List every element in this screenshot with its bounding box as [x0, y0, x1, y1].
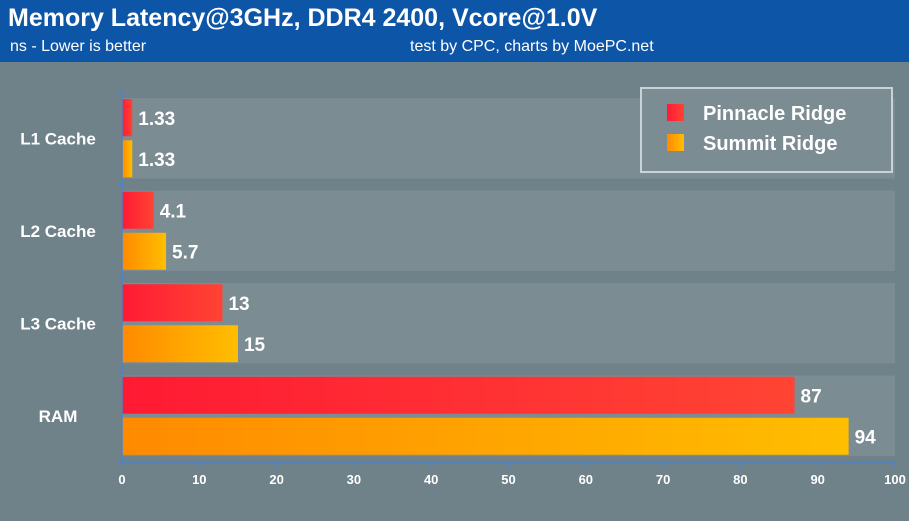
x-tick-label-100: 100 [884, 472, 906, 487]
x-tick-label-20: 20 [269, 472, 283, 487]
value-label-pinnacle-ridge-ram: 87 [801, 386, 822, 407]
bar-pinnacle-ridge-l2-cache [122, 191, 154, 229]
value-label-summit-ridge-l1-cache: 1.33 [138, 150, 175, 171]
bar-pinnacle-ridge-l3-cache [122, 284, 223, 322]
x-tick-label-50: 50 [501, 472, 515, 487]
value-label-pinnacle-ridge-l3-cache: 13 [228, 294, 249, 315]
x-tick-label-80: 80 [733, 472, 747, 487]
x-tick-label-40: 40 [424, 472, 438, 487]
chart-subtitle: ns - Lower is better [10, 38, 147, 55]
bar-pinnacle-ridge-l1-cache [122, 99, 133, 137]
legend-label-pinnacle-ridge: Pinnacle Ridge [703, 103, 846, 125]
category-label-ram: RAM [39, 407, 78, 426]
bars: 1.33 1.33 4.1 5.7 13 15 87 94 [122, 99, 876, 455]
x-tick-label-60: 60 [579, 472, 593, 487]
category-label-l1-cache: L1 Cache [20, 129, 96, 148]
chart-header: Memory Latency@3GHz, DDR4 2400, Vcore@1.… [0, 0, 909, 62]
chart-credit: test by CPC, charts by MoePC.net [410, 38, 654, 55]
legend-swatch-summit-ridge [667, 134, 684, 151]
value-label-pinnacle-ridge-l1-cache: 1.33 [138, 109, 175, 130]
legend-label-summit-ridge: Summit Ridge [703, 133, 837, 155]
legend: Pinnacle Ridge Summit Ridge [640, 87, 893, 173]
category-band [122, 283, 895, 364]
value-label-pinnacle-ridge-l2-cache: 4.1 [160, 201, 187, 222]
x-tick-label-30: 30 [347, 472, 361, 487]
x-tick-label-90: 90 [810, 472, 824, 487]
axes: L1 Cache L2 Cache L3 Cache RAM 0 10 20 30 40 50 60… [20, 91, 906, 487]
x-tick-label-70: 70 [656, 472, 670, 487]
category-label-l3-cache: L3 Cache [20, 314, 96, 333]
value-label-summit-ridge-ram: 94 [855, 427, 877, 448]
bar-summit-ridge-ram [122, 417, 849, 455]
value-label-summit-ridge-l3-cache: 15 [244, 335, 266, 356]
x-tick-label-0: 0 [118, 472, 125, 487]
chart-title: Memory Latency@3GHz, DDR4 2400, Vcore@1.… [8, 4, 598, 32]
legend-swatch-pinnacle-ridge [667, 104, 684, 121]
bar-summit-ridge-l1-cache [122, 140, 133, 178]
x-tick-label-10: 10 [192, 472, 206, 487]
bar-summit-ridge-l2-cache [122, 232, 167, 270]
value-label-summit-ridge-l2-cache: 5.7 [172, 242, 198, 263]
category-band [122, 190, 895, 271]
category-label-l2-cache: L2 Cache [20, 222, 96, 241]
bar-summit-ridge-l3-cache [122, 325, 238, 363]
legend-box [640, 87, 893, 173]
bar-pinnacle-ridge-ram [122, 376, 795, 414]
